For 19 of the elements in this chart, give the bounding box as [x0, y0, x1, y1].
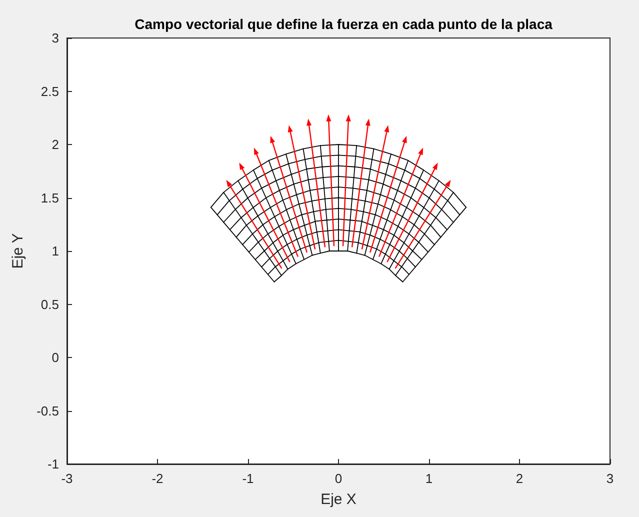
y-axis-title: Eje Y	[10, 233, 27, 269]
x-tick-label: 2	[516, 471, 524, 486]
x-tick-label: 1	[425, 471, 433, 486]
y-tick-label: 0	[52, 350, 59, 365]
y-tick-label: 1.5	[40, 190, 59, 206]
chart-title: Campo vectorial que define la fuerza en cada punto de la placa	[134, 16, 553, 32]
x-tick-label: -2	[152, 471, 164, 486]
y-tick-label: 2	[52, 137, 59, 152]
x-tick-label: 0	[334, 471, 342, 486]
y-tick-label: -1	[47, 456, 59, 472]
x-tick-label: -1	[242, 471, 254, 486]
y-tick-label: 0.5	[40, 296, 59, 312]
x-tick-label: 3	[606, 471, 614, 486]
y-tick-label: -0.5	[36, 403, 59, 418]
y-tick-label: 1	[52, 244, 59, 258]
y-tick-label: 2.5	[40, 84, 59, 99]
x-tick-label: -3	[61, 471, 73, 486]
y-tick-label: 3	[52, 30, 59, 46]
x-axis-title: Eje X	[320, 491, 356, 508]
